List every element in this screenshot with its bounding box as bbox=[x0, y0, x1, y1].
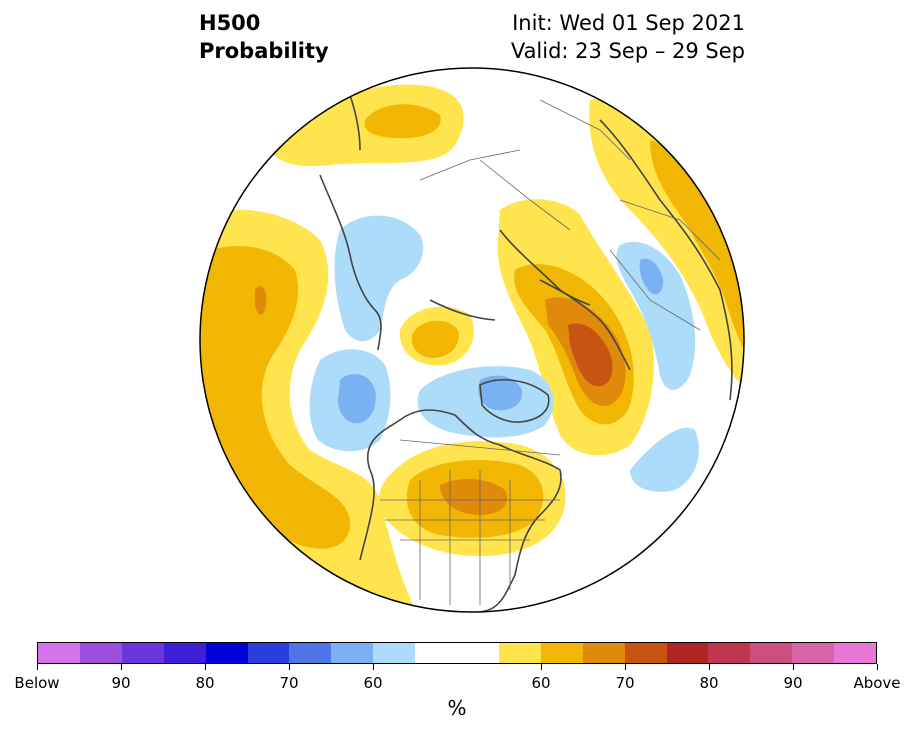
above-region-north-atlantic-top-core bbox=[364, 104, 441, 139]
colorbar-tick-label: 60 bbox=[363, 674, 383, 692]
coastlines bbox=[319, 94, 733, 612]
below-region-siberia bbox=[334, 215, 424, 342]
colorbar-above-segment bbox=[792, 643, 835, 663]
probability-field bbox=[200, 68, 744, 612]
colorbar-tick-label: Below bbox=[14, 674, 60, 692]
colorbar-tick-label: 80 bbox=[195, 674, 215, 692]
colorbar-below-segment bbox=[163, 643, 206, 663]
colorbar-tick bbox=[708, 664, 710, 670]
title-field: H500 bbox=[199, 11, 261, 35]
below-region-scandinavia bbox=[616, 241, 696, 390]
init-date: Init: Wed 01 Sep 2021 bbox=[512, 11, 745, 35]
title-type: Probability bbox=[199, 39, 329, 63]
colorbar-below-segment bbox=[331, 643, 374, 663]
title-left: H500 Probability bbox=[199, 9, 329, 65]
polar-map bbox=[199, 67, 745, 613]
colorbar-above-segment bbox=[498, 643, 541, 663]
colorbar-above-segment bbox=[834, 643, 877, 663]
colorbar-tick-label: 60 bbox=[531, 674, 551, 692]
colorbar-neutral-segment bbox=[415, 643, 499, 663]
colorbar-above-segment bbox=[624, 643, 667, 663]
colorbar-below-segment bbox=[38, 643, 80, 663]
colorbar-unit: % bbox=[447, 696, 467, 720]
title-right: Init: Wed 01 Sep 2021 Valid: 23 Sep – 29… bbox=[511, 9, 745, 65]
colorbar-tick bbox=[204, 664, 206, 670]
colorbar-tick bbox=[372, 664, 374, 670]
colorbar-below-segment bbox=[289, 643, 332, 663]
colorbar-tick-label: Above bbox=[853, 674, 901, 692]
below-region-alaska-core bbox=[338, 374, 376, 424]
political-borders bbox=[380, 99, 721, 605]
colorbar-below-segment bbox=[121, 643, 164, 663]
colorbar-above-segment bbox=[540, 643, 583, 663]
colorbar-below-segment bbox=[79, 643, 122, 663]
colorbar-tick bbox=[120, 664, 122, 670]
colorbar-tick bbox=[540, 664, 542, 670]
colorbar-above-segment bbox=[708, 643, 751, 663]
colorbar-tick bbox=[288, 664, 290, 670]
colorbar-tick-label: 70 bbox=[279, 674, 299, 692]
colorbar-tick bbox=[36, 664, 38, 670]
colorbar-above-segment bbox=[666, 643, 709, 663]
colorbar-tick bbox=[876, 664, 878, 670]
colorbar-tick-label: 70 bbox=[615, 674, 635, 692]
colorbar-below-segment bbox=[247, 643, 290, 663]
colorbar-tick-label: 80 bbox=[699, 674, 719, 692]
above-region-eurasia-max bbox=[568, 323, 613, 387]
colorbar bbox=[37, 642, 877, 664]
colorbar-below-segment bbox=[373, 643, 416, 663]
colorbar-tick bbox=[792, 664, 794, 670]
below-region-scandinavia-core bbox=[639, 258, 664, 295]
colorbar-tick-label: 90 bbox=[783, 674, 803, 692]
above-region-north-america-max bbox=[440, 478, 508, 515]
colorbar-below-segment bbox=[205, 643, 248, 663]
colorbar-above-segment bbox=[750, 643, 793, 663]
colorbar-tick bbox=[624, 664, 626, 670]
colorbar-tick-label: 90 bbox=[111, 674, 131, 692]
below-region-north-africa bbox=[630, 427, 699, 492]
map-boundary bbox=[199, 67, 745, 613]
above-region-greenland-small-core bbox=[411, 320, 459, 358]
below-region-arctic-core bbox=[478, 375, 523, 411]
above-region-pacific-orange bbox=[255, 285, 267, 315]
colorbar-above-segment bbox=[582, 643, 625, 663]
valid-range: Valid: 23 Sep – 29 Sep bbox=[510, 39, 745, 63]
